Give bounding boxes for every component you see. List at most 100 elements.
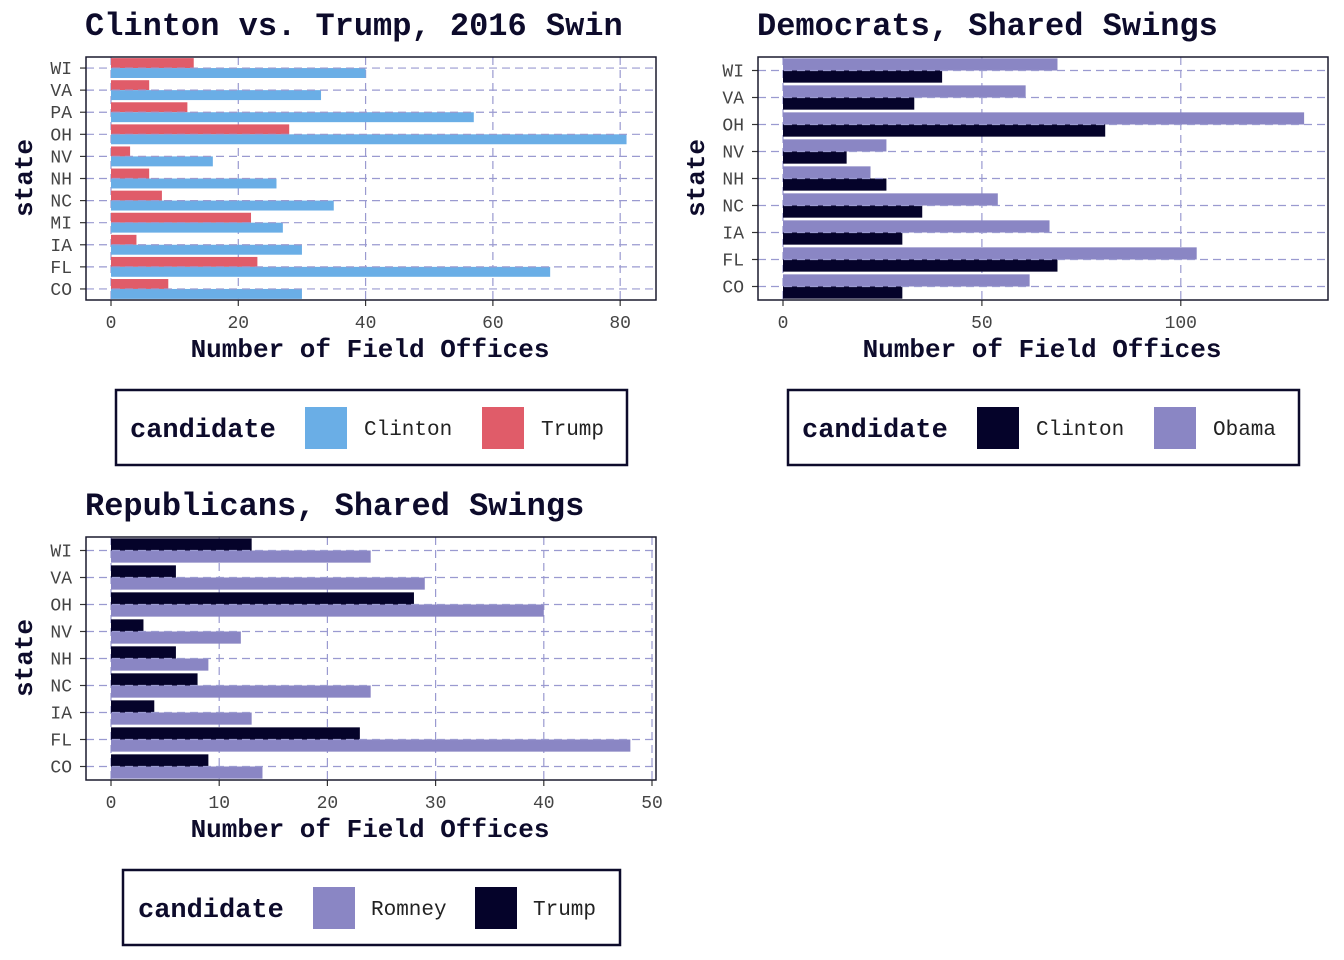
y-tick-label: OH <box>50 126 72 146</box>
bar-obama-wi <box>783 58 1058 71</box>
bar-clinton-oh <box>111 134 627 145</box>
bar-clinton-wi <box>111 68 366 78</box>
bar-clinton-va <box>111 90 322 101</box>
bar-clinton-mi <box>111 222 283 233</box>
bar-trump-nh <box>111 646 176 659</box>
bar-clinton-nh <box>111 178 277 189</box>
bar-trump-oh <box>111 124 290 135</box>
legend-title: candidate <box>130 416 276 446</box>
bar-romney-oh <box>111 604 544 617</box>
x-tick-label: 50 <box>971 314 993 334</box>
x-axis-title: Number of Field Offices <box>191 335 550 365</box>
bar-trump-va <box>111 565 176 578</box>
bar-trump-nc <box>111 673 198 686</box>
plot-frame <box>85 536 657 781</box>
bar-trump-pa <box>111 102 188 113</box>
bar-obama-nh <box>783 166 871 179</box>
bar-clinton-nc <box>111 200 334 211</box>
legend-swatch-1 <box>482 407 524 449</box>
bar-trump-nv <box>111 146 131 157</box>
x-tick-label: 50 <box>641 794 663 814</box>
bar-clinton-ia <box>783 232 903 245</box>
bar-clinton-wi <box>783 70 943 83</box>
bar-trump-ia <box>111 700 155 713</box>
y-tick-label: MI <box>50 215 72 235</box>
y-tick-label: NC <box>722 198 744 218</box>
bar-romney-wi <box>111 550 371 563</box>
bar-clinton-ia <box>111 244 302 255</box>
legend-title: candidate <box>138 896 284 926</box>
bar-obama-co <box>783 274 1030 287</box>
y-tick-label: VA <box>50 82 72 102</box>
bar-clinton-nc <box>783 205 923 218</box>
y-tick-label: OH <box>722 117 744 137</box>
bar-clinton-nh <box>783 178 887 191</box>
bar-obama-nc <box>783 193 998 206</box>
x-tick-label: 0 <box>106 314 117 334</box>
x-tick-label: 0 <box>778 314 789 334</box>
legend-label-1: Trump <box>533 899 596 922</box>
y-tick-label: IA <box>50 237 72 257</box>
y-tick-label: NV <box>50 624 72 644</box>
legend-title: candidate <box>802 416 948 446</box>
y-tick-label: VA <box>50 570 72 590</box>
bar-obama-ia <box>783 220 1050 233</box>
y-tick-label: NH <box>50 651 72 671</box>
bar-trump-wi <box>111 538 252 551</box>
x-tick-label: 20 <box>317 794 339 814</box>
bar-romney-nh <box>111 658 209 671</box>
y-tick-label: FL <box>722 252 744 272</box>
legend-swatch-1 <box>475 887 517 929</box>
panel-democrats-shared-swings: Democrats, Shared Swings state Number of… <box>682 8 1329 467</box>
bar-romney-fl <box>111 739 631 752</box>
bar-clinton-co <box>783 286 903 299</box>
y-axis-title: state <box>10 619 40 697</box>
x-tick-label: 40 <box>355 314 377 334</box>
y-tick-label: CO <box>50 759 72 779</box>
legend-box <box>121 868 622 947</box>
legend-label-0: Clinton <box>364 419 452 442</box>
bar-romney-nv <box>111 631 241 644</box>
x-tick-label: 30 <box>425 794 447 814</box>
legend-label-1: Obama <box>1213 419 1276 442</box>
bar-clinton-oh <box>783 124 1106 137</box>
panel-clinton-vs-trump: Clinton vs. Trump, 2016 Swin state Numbe… <box>10 8 657 467</box>
bar-trump-va <box>111 80 150 91</box>
legend-label-1: Trump <box>541 419 604 442</box>
y-tick-label: IA <box>722 225 744 245</box>
y-tick-label: NH <box>50 171 72 191</box>
y-axis-title: state <box>10 139 40 217</box>
bar-trump-fl <box>111 727 360 740</box>
bar-obama-fl <box>783 247 1197 260</box>
plot-frame <box>85 56 657 301</box>
y-tick-label: OH <box>50 597 72 617</box>
bar-trump-co <box>111 279 169 289</box>
legend: candidate Romney Trump <box>121 868 622 947</box>
chart-title: Democrats, Shared Swings <box>757 8 1218 45</box>
legend-label-0: Clinton <box>1036 419 1124 442</box>
plot-frame <box>757 56 1329 301</box>
x-axis-title: Number of Field Offices <box>191 815 550 845</box>
bar-romney-co <box>111 766 263 779</box>
bar-trump-mi <box>111 212 252 223</box>
legend-swatch-0 <box>977 407 1019 449</box>
bar-trump-co <box>111 754 209 767</box>
x-tick-label: 40 <box>533 794 555 814</box>
bar-clinton-fl <box>111 266 551 277</box>
y-tick-label: VA <box>722 90 744 110</box>
y-tick-label: CO <box>722 279 744 299</box>
y-tick-label: NV <box>722 144 744 164</box>
bar-obama-va <box>783 85 1026 98</box>
bar-trump-wi <box>111 58 194 69</box>
y-tick-label: NV <box>50 148 72 168</box>
y-tick-label: WI <box>50 60 72 80</box>
y-tick-label: NC <box>50 678 72 698</box>
x-axis-title: Number of Field Offices <box>863 335 1222 365</box>
chart-title: Republicans, Shared Swings <box>85 488 584 525</box>
legend-swatch-0 <box>305 407 347 449</box>
y-tick-label: WI <box>722 63 744 83</box>
x-tick-label: 20 <box>227 314 249 334</box>
legend-swatch-0 <box>313 887 355 929</box>
y-tick-label: NC <box>50 193 72 213</box>
